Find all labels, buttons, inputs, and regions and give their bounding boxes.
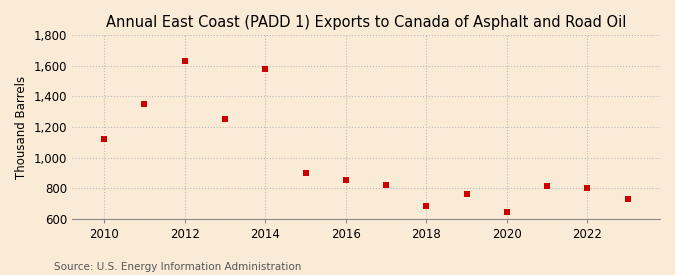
Point [139, 102, 150, 106]
Point [622, 197, 633, 201]
Point [381, 183, 392, 187]
Point [461, 192, 472, 196]
Point [180, 59, 190, 64]
Point [582, 186, 593, 190]
Point [340, 178, 351, 182]
Title: Annual East Coast (PADD 1) Exports to Canada of Asphalt and Road Oil: Annual East Coast (PADD 1) Exports to Ca… [106, 15, 626, 30]
Point [542, 184, 553, 188]
Point [421, 204, 432, 209]
Point [219, 117, 230, 122]
Point [300, 171, 311, 175]
Text: Source: U.S. Energy Information Administration: Source: U.S. Energy Information Administ… [54, 262, 301, 272]
Point [260, 67, 271, 71]
Y-axis label: Thousand Barrels: Thousand Barrels [15, 75, 28, 178]
Point [502, 210, 512, 214]
Point [99, 137, 109, 141]
